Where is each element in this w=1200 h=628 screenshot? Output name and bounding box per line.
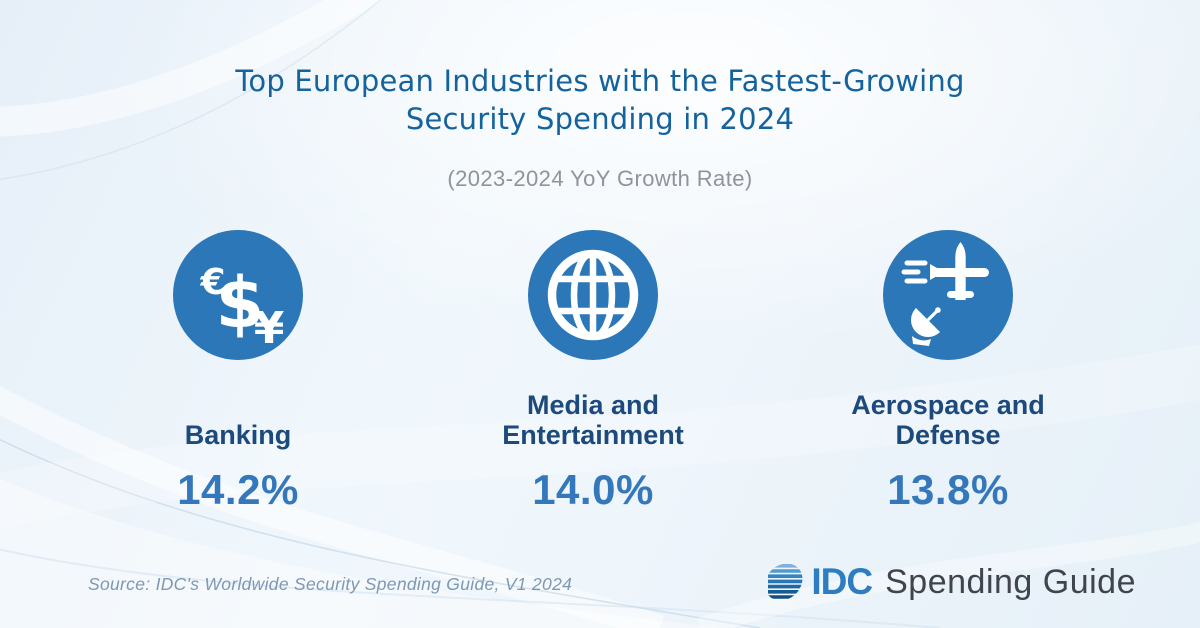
page-title-line-2: Security Spending in 2024 [405, 102, 795, 136]
growth-value-aerospace-defense: 13.8% [887, 466, 1009, 513]
stat-column-aerospace-defense: Aerospace and Defense 13.8% [798, 230, 1098, 514]
industry-label-media-entertainment: Media and Entertainment [502, 390, 684, 450]
page-subtitle: (2023-2024 YoY Growth Rate) [447, 166, 753, 191]
dollar-symbol: $ [216, 262, 265, 344]
source-attribution: Source: IDC's Worldwide Security Spendin… [88, 574, 573, 594]
stat-column-banking: € $ ¥ Banking 14.2% [88, 230, 388, 514]
stat-columns: € $ ¥ Banking 14.2% [0, 230, 1193, 514]
stat-column-media-entertainment: Media and Entertainment 14.0% [443, 230, 743, 514]
aerospace-defense-icon [883, 230, 1013, 360]
idc-spending-guide-logo: IDC Spending Guide [768, 561, 1136, 603]
idc-logo-text: IDC [811, 561, 873, 602]
idc-globe-logo-icon [768, 564, 806, 599]
growth-value-media-entertainment: 14.0% [532, 466, 654, 513]
page-title: Top European Industries with the Fastest… [0, 62, 1200, 138]
growth-value-banking: 14.2% [177, 466, 299, 513]
globe-icon [528, 230, 658, 360]
spending-guide-label: Spending Guide [885, 562, 1136, 601]
currency-exchange-icon: € $ ¥ [173, 230, 303, 360]
yen-symbol: ¥ [254, 303, 285, 354]
industry-label-banking: Banking [184, 420, 292, 450]
page-title-line-1: Top European Industries with the Fastest… [235, 64, 965, 98]
industry-label-aerospace-defense: Aerospace and Defense [851, 390, 1045, 450]
euro-symbol: € [199, 262, 225, 303]
